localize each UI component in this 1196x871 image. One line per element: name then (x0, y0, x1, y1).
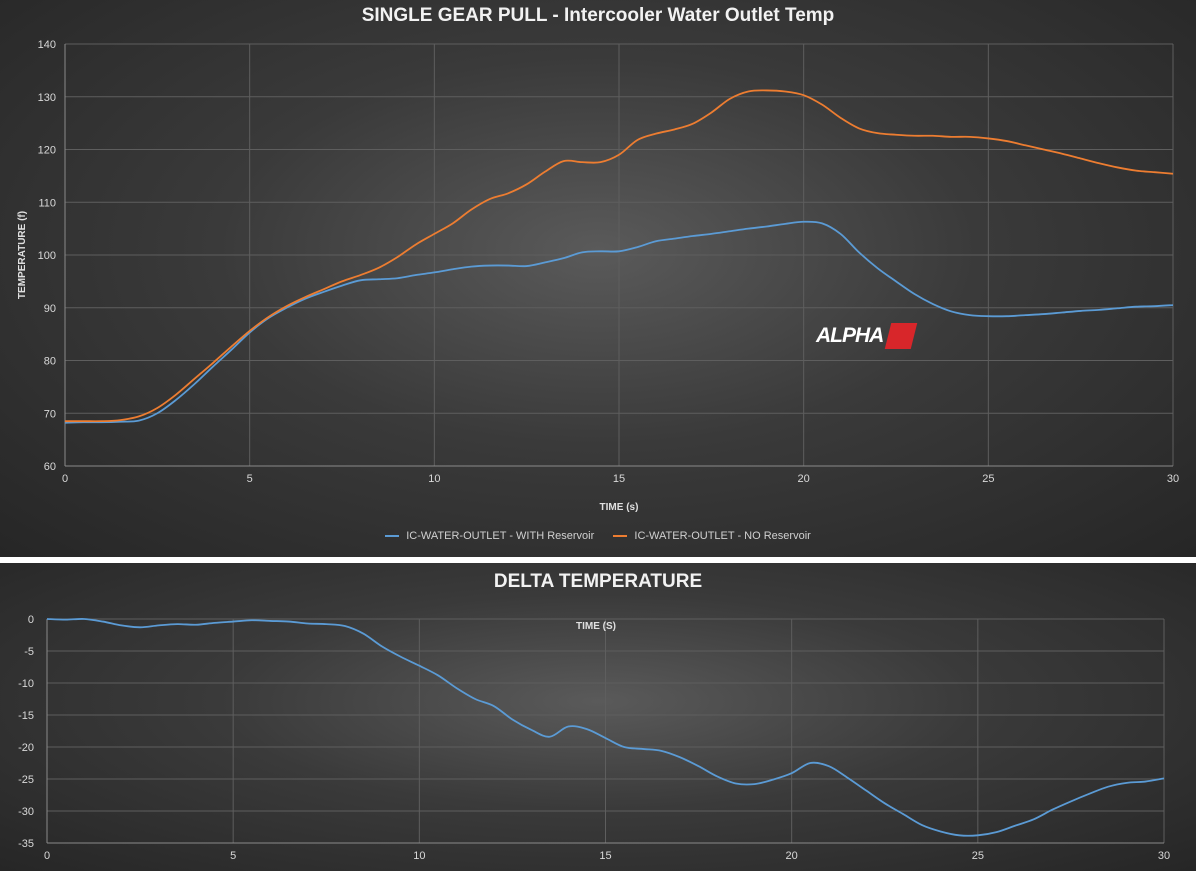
series-line-1 (64, 220, 1174, 424)
y-axis-title: TEMPERATURE (f) (17, 211, 28, 299)
series-line-1 (46, 618, 1165, 837)
chart-legend: IC-WATER-OUTLET - WITH Reservoir IC-WATE… (0, 530, 1196, 542)
y-tick-label: 80 (44, 356, 56, 368)
y-tick-label: 100 (38, 250, 56, 262)
y-tick-label: 110 (38, 197, 56, 209)
y-tick-label: 60 (44, 461, 56, 473)
legend-label: IC-WATER-OUTLET - NO Reservoir (634, 530, 811, 542)
line-chart-delta-temp: 0 5 10 15 20 25 30 0 -5 -10 -15 -20 -25 -30 -35 TIME (S… (18, 614, 1170, 862)
y-tick-label: -10 (18, 678, 34, 690)
alpha-logo: ALPHA (816, 322, 918, 350)
x-tick-label: 20 (798, 473, 810, 485)
x-tick-label: 25 (972, 850, 984, 862)
y-tick-label: -5 (24, 646, 34, 658)
x-tick-label: 15 (613, 473, 625, 485)
y-tick-label: 90 (44, 303, 56, 315)
y-tick-label: -20 (18, 742, 34, 754)
y-tick-label: -15 (18, 710, 34, 722)
x-tick-label: 0 (62, 473, 68, 485)
chart-panel-intercooler-temp: SINGLE GEAR PULL - Intercooler Water Out… (0, 0, 1196, 557)
x-tick-label: 20 (786, 850, 798, 862)
y-tick-label: 130 (38, 92, 56, 104)
x-axis-title: TIME (S) (576, 621, 616, 632)
x-tick-label: 10 (428, 473, 440, 485)
y-tick-label: 120 (38, 145, 56, 157)
alpha-logo-mark (884, 323, 918, 349)
x-tick-label: 0 (44, 850, 50, 862)
x-axis-title: TIME (s) (600, 502, 639, 513)
y-tick-label: -35 (18, 838, 34, 850)
y-tick-label: -25 (18, 774, 34, 786)
x-tick-label: 30 (1167, 473, 1179, 485)
x-tick-label: 30 (1158, 850, 1170, 862)
y-tick-label: -30 (18, 806, 34, 818)
legend-item-no-reservoir: IC-WATER-OUTLET - NO Reservoir (613, 530, 811, 542)
chart-panel-delta-temp: DELTA TEMPERATURE 0 5 10 15 20 25 30 0 -5 -10 -15 -… (0, 563, 1196, 871)
y-tick-label: 140 (38, 39, 56, 51)
y-tick-label: 0 (28, 614, 34, 626)
legend-label: IC-WATER-OUTLET - WITH Reservoir (406, 530, 595, 542)
legend-swatch-blue (385, 535, 400, 538)
series-line-2 (64, 89, 1174, 423)
x-tick-label: 25 (982, 473, 994, 485)
alpha-logo-text: ALPHA (816, 324, 884, 347)
chart-title: DELTA TEMPERATURE (493, 571, 703, 592)
legend-item-with-reservoir: IC-WATER-OUTLET - WITH Reservoir (385, 530, 594, 542)
line-chart-intercooler-temp: 0 5 10 15 20 25 30 60 70 80 90 100 110 120 130 140 TIME … (17, 39, 1179, 513)
x-tick-label: 15 (599, 850, 611, 862)
chart-title: SINGLE GEAR PULL - Intercooler Water Out… (361, 5, 835, 26)
x-tick-label: 5 (230, 850, 236, 862)
legend-swatch-orange (613, 535, 628, 538)
x-tick-label: 5 (247, 473, 253, 485)
x-tick-label: 10 (413, 850, 425, 862)
y-tick-label: 70 (44, 408, 56, 420)
